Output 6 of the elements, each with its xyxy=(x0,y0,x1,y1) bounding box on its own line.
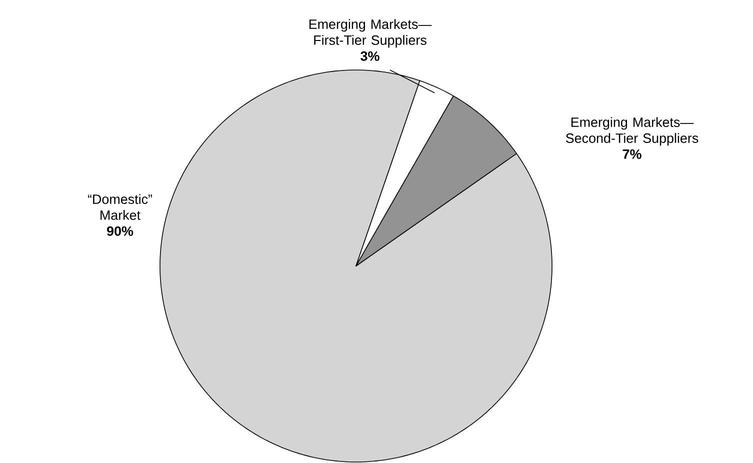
slice-label: “Domestic” Market xyxy=(88,194,152,220)
data-label: 90% xyxy=(107,226,134,236)
slice-label: Emerging Markets—First-Tier Suppliers xyxy=(309,19,432,48)
data-label: 7% xyxy=(622,149,642,159)
data-label: 3% xyxy=(360,51,380,61)
slice-label: Emerging Markets—Second-Tier Suppliers xyxy=(566,117,698,146)
